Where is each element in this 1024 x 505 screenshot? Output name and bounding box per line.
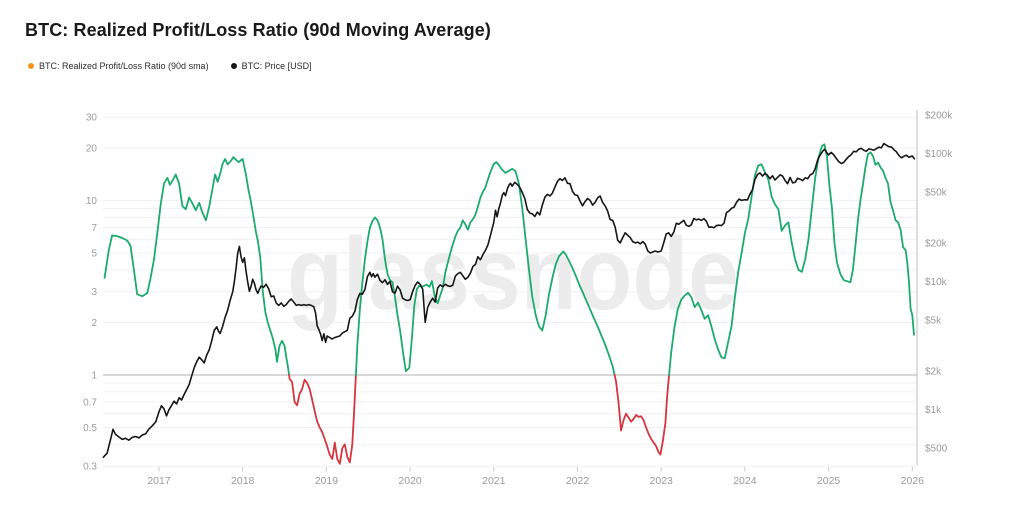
left-axis-tick-label: 2 xyxy=(91,318,97,329)
x-axis-tick-label: 2022 xyxy=(566,475,590,487)
right-axis-tick-label: $1k xyxy=(925,405,942,416)
legend-dot-ratio-icon xyxy=(28,63,34,69)
right-axis-tick-label: $50k xyxy=(925,188,948,199)
left-axis-tick-label: 0.5 xyxy=(83,423,97,434)
price-line xyxy=(102,142,916,459)
x-axis-tick-label: 2024 xyxy=(733,475,757,487)
left-axis-tick-label: 5 xyxy=(91,249,97,260)
left-axis-tick-label: 30 xyxy=(86,113,98,124)
right-axis-tick-label: $10k xyxy=(925,277,948,288)
ratio-line-profit-segment xyxy=(103,156,290,376)
x-axis-tick-label: 2018 xyxy=(231,475,255,487)
right-axis-tick-label: $2k xyxy=(925,366,942,377)
right-axis-tick-label: $20k xyxy=(925,238,948,249)
legend-label-price: BTC: Price [USD] xyxy=(241,61,312,71)
legend-dot-price-icon xyxy=(230,63,237,69)
ratio-line-loss-segment xyxy=(613,374,670,456)
legend-label-ratio: BTC: Realized Profit/Loss Ratio (90d sma… xyxy=(39,61,209,71)
left-axis-tick-label: 20 xyxy=(86,144,98,155)
x-axis-tick-label: 2023 xyxy=(650,475,674,487)
x-axis-tick-label: 2020 xyxy=(398,475,422,487)
legend-item-ratio[interactable]: BTC: Realized Profit/Loss Ratio (90d sma… xyxy=(28,61,209,71)
x-axis-tick-label: 2021 xyxy=(482,475,506,487)
left-axis-tick-label: 7 xyxy=(91,223,97,234)
left-axis-tick-label: 0.7 xyxy=(83,398,97,409)
legend-item-price[interactable]: BTC: Price [USD] xyxy=(230,61,312,71)
ratio-line-profit-segment xyxy=(355,161,616,376)
x-axis-tick-label: 2017 xyxy=(147,475,171,487)
left-axis-tick-label: 0.3 xyxy=(83,462,97,473)
left-axis-tick-label: 10 xyxy=(86,196,98,207)
left-axis-tick-label: 3 xyxy=(91,287,97,298)
left-axis-tick-label: 1 xyxy=(91,371,97,382)
x-axis-tick-label: 2025 xyxy=(817,475,841,487)
legend: BTC: Realized Profit/Loss Ratio (90d sma… xyxy=(28,61,312,71)
ratio-line-profit-segment xyxy=(668,143,915,376)
x-axis-tick-label: 2019 xyxy=(315,475,339,487)
right-axis-tick-label: $500 xyxy=(925,444,948,455)
right-axis-tick-label: $100k xyxy=(925,149,953,160)
ratio-line-loss-segment xyxy=(288,374,357,465)
glassnode-watermark: glassnode xyxy=(287,216,739,331)
right-axis-tick-label: $5k xyxy=(925,316,942,327)
x-axis-tick-label: 2026 xyxy=(901,475,925,487)
page-title: BTC: Realized Profit/Loss Ratio (90d Mov… xyxy=(25,20,491,40)
right-axis-tick-label: $200k xyxy=(925,110,953,121)
